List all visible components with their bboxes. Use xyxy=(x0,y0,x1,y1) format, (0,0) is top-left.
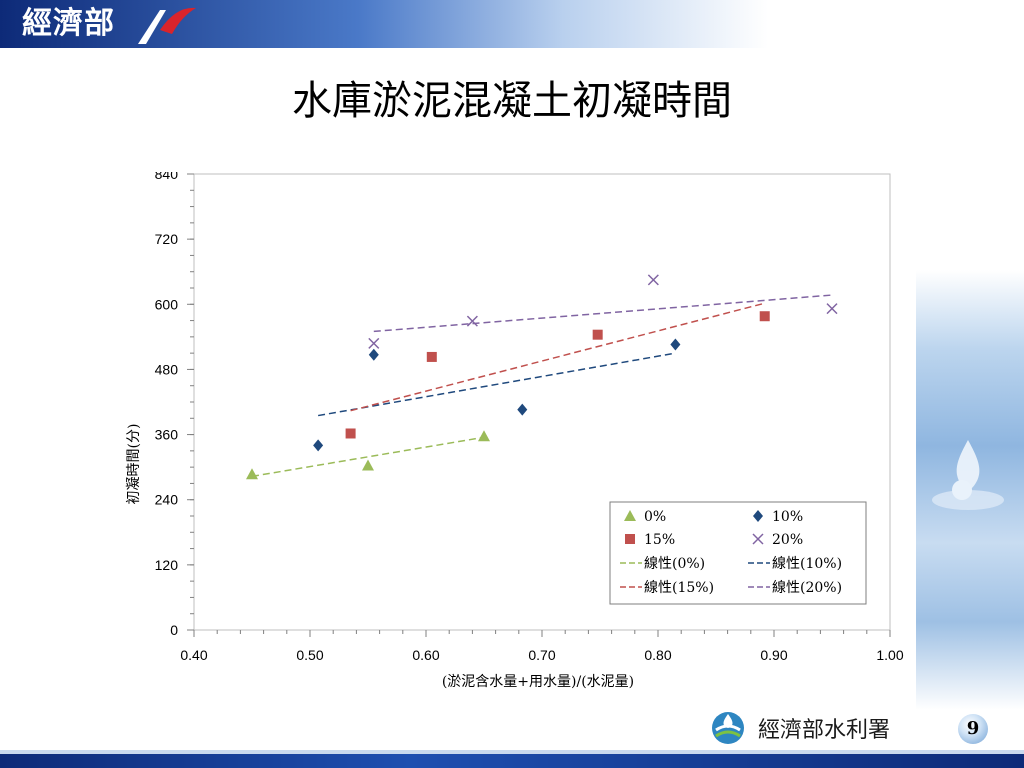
chart: 0.40 0.50 0.60 0.70 0.80 0.90 1.00 0 120 240 360 4… xyxy=(112,172,916,706)
x-tick-label: 0.80 xyxy=(644,647,671,663)
legend-trend-label: 線性(20%) xyxy=(772,580,842,596)
chart-svg: 0.40 0.50 0.60 0.70 0.80 0.90 1.00 0 120 240 360 4… xyxy=(125,172,904,690)
legend-label: 0% xyxy=(644,509,666,525)
data-point-series-1 xyxy=(313,439,324,452)
x-tick-label: 0.70 xyxy=(528,647,555,663)
page-number: 9 xyxy=(958,714,988,744)
data-point-series-0 xyxy=(362,459,374,471)
x-tick-label: 0.60 xyxy=(412,647,439,663)
data-point-series-2 xyxy=(345,428,356,439)
data-point-series-2 xyxy=(759,311,770,322)
legend-marker-1 xyxy=(753,510,763,522)
data-point-series-0 xyxy=(246,468,258,480)
trendline-0 xyxy=(251,436,485,478)
x-tick-label: 0.40 xyxy=(180,647,207,663)
y-tick-label: 240 xyxy=(155,492,179,508)
wra-logo-icon xyxy=(712,712,744,744)
data-point-series-0 xyxy=(478,430,490,442)
legend-marker-3 xyxy=(752,533,764,545)
ministry-emblem-icon xyxy=(138,7,196,44)
data-point-series-1 xyxy=(670,338,681,351)
x-axis-label: (淤泥含水量+用水量)/(水泥量) xyxy=(442,674,634,690)
y-tick-label: 720 xyxy=(155,231,179,247)
x-tick-label: 0.50 xyxy=(296,647,323,663)
legend-marker-2 xyxy=(625,534,635,544)
data-point-series-3 xyxy=(826,303,838,315)
y-axis-label: 初凝時間(分) xyxy=(125,424,142,505)
data-point-series-1 xyxy=(517,403,528,416)
legend-label: 15% xyxy=(644,532,675,548)
trendline-2 xyxy=(350,302,765,412)
data-point-series-2 xyxy=(592,329,603,340)
y-tick-label: 840 xyxy=(155,172,179,182)
ministry-logo: 經濟部 xyxy=(22,6,115,41)
trendline-1 xyxy=(317,352,676,417)
header-bar: 經濟部 xyxy=(0,0,1024,48)
data-point-series-1 xyxy=(368,348,379,361)
data-point-series-3 xyxy=(647,274,659,286)
data-point-series-3 xyxy=(368,337,380,349)
x-tick-label: 0.90 xyxy=(760,647,787,663)
footer-stripe xyxy=(0,750,1024,754)
legend-label: 20% xyxy=(772,532,803,548)
water-drop-icon xyxy=(932,440,1004,510)
y-tick-label: 0 xyxy=(170,622,178,638)
y-tick-label: 480 xyxy=(155,361,179,377)
wra-org-name: 經濟部水利署 xyxy=(758,718,891,743)
data-point-series-3 xyxy=(466,315,478,327)
footer-bar xyxy=(0,754,1024,768)
y-tick-label: 120 xyxy=(155,557,179,573)
data-point-series-2 xyxy=(426,351,437,362)
legend-label: 10% xyxy=(772,509,803,525)
legend-box xyxy=(609,501,867,605)
page-title: 水庫淤泥混凝土初凝時間 xyxy=(292,78,732,124)
legend-trend-label: 線性(10%) xyxy=(772,556,842,572)
y-tick-label: 600 xyxy=(155,296,179,312)
legend-marker-0 xyxy=(624,510,636,521)
y-tick-label: 360 xyxy=(155,427,179,443)
legend-trend-label: 線性(0%) xyxy=(644,556,705,572)
legend-trend-label: 線性(15%) xyxy=(644,580,714,596)
x-tick-label: 1.00 xyxy=(876,647,903,663)
